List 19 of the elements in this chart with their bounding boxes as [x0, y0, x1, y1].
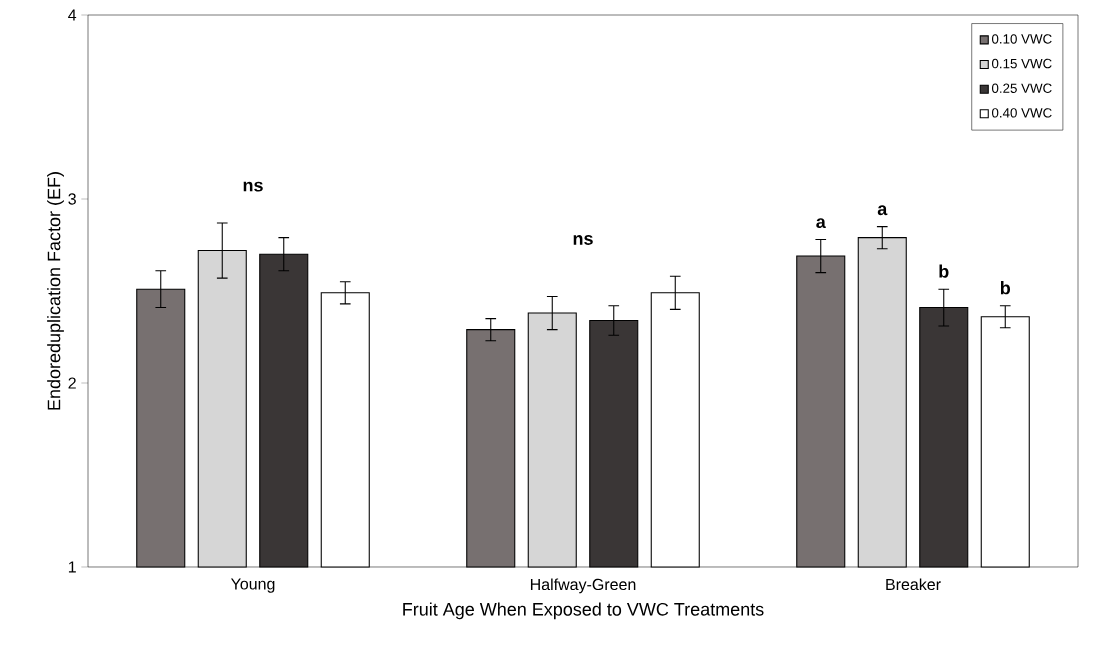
x-tick-label: Young: [230, 578, 275, 593]
x-axis-title: Fruit Age When Exposed to VWC Treatments: [403, 602, 764, 620]
legend-label: 0.10 VWC: [991, 34, 1052, 44]
x-tick-label: Breaker: [886, 578, 941, 591]
y-tick-label: 3: [68, 193, 76, 205]
data-label: b: [1000, 281, 1011, 295]
data-label: a: [816, 218, 826, 229]
y-tick-label: 4: [68, 9, 77, 21]
legend-label: 0.40 VWC: [991, 108, 1052, 118]
data-label: a: [877, 205, 888, 216]
legend-label: 0.25 VWC: [991, 83, 1052, 93]
y-tick-label: 1: [68, 561, 76, 573]
data-label: b: [939, 264, 949, 278]
y-axis-title: Endoreduplication Factor (EF): [47, 172, 64, 410]
annotation: ns: [243, 181, 263, 192]
x-tick-label: Halfway-Green: [530, 578, 636, 594]
legend-label: 0.15 VWC: [991, 58, 1052, 69]
y-tick-label: 2: [68, 377, 76, 389]
annotation: ns: [573, 235, 593, 245]
